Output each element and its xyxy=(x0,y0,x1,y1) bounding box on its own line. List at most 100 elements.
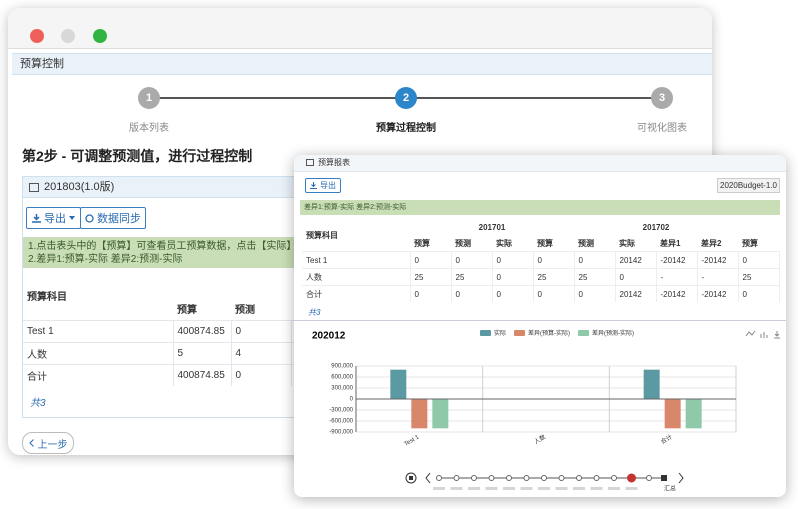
column-header: 预测 xyxy=(455,238,471,248)
blurred-label xyxy=(468,487,480,490)
timeline-label: 汇总 xyxy=(664,485,676,493)
table-cell: 20142 xyxy=(615,251,657,269)
table-cell: 0 xyxy=(533,251,575,269)
next-arrow[interactable] xyxy=(678,472,684,484)
step-label: 版本列表 xyxy=(129,123,169,134)
bar xyxy=(664,399,681,429)
timeline-end xyxy=(661,475,667,481)
timeline-dot[interactable] xyxy=(506,475,512,481)
download-icon xyxy=(310,182,317,189)
export-button[interactable]: 导出 xyxy=(305,178,341,193)
table-cell: 0 xyxy=(574,285,616,302)
table-cell: 0 xyxy=(451,285,493,302)
subject-header: 预算科目 xyxy=(306,230,338,240)
play-button[interactable] xyxy=(405,472,417,484)
legend-swatch xyxy=(578,330,590,336)
section-header: 预算控制 xyxy=(12,53,712,75)
table-cell: 0 xyxy=(738,285,780,302)
title-bar xyxy=(8,8,712,49)
timeline-dot[interactable] xyxy=(593,475,600,481)
chart-toolbar[interactable] xyxy=(745,330,780,339)
bar xyxy=(643,369,660,399)
blurred-label xyxy=(555,487,568,490)
panel-title: 201803(1.0版) xyxy=(44,181,115,193)
table-cell: 0 xyxy=(492,285,534,302)
bar xyxy=(432,399,449,429)
table-cell: -20142 xyxy=(697,285,739,302)
table-cell: 25 xyxy=(451,268,493,286)
download-icon xyxy=(32,213,41,223)
chart: 202012 -900,000 -600,000 -300,000 0 300,000 6… xyxy=(312,329,780,493)
table-cell: 0 xyxy=(738,251,780,269)
timeline-dot[interactable] xyxy=(576,475,582,481)
minimize-button[interactable] xyxy=(61,29,75,43)
version-select[interactable]: 2020Budget-1.0 xyxy=(717,178,780,193)
table-cell: 25 xyxy=(533,268,575,286)
export-dropdown[interactable]: 导出 xyxy=(26,207,81,229)
step-number[interactable]: 2 xyxy=(395,87,417,109)
row-name: 合计 xyxy=(302,285,411,302)
table-cell: -20142 xyxy=(697,251,739,269)
table-cell: 25 xyxy=(410,268,452,286)
table-cell: Test 1 xyxy=(23,319,174,342)
table-cell: 5 xyxy=(173,341,232,364)
prev-arrow[interactable] xyxy=(425,472,431,484)
toolbar-icon[interactable] xyxy=(774,331,780,339)
y-tick-label: 300,000 xyxy=(331,386,353,392)
row-count: 共3 xyxy=(308,308,321,317)
step-number[interactable]: 1 xyxy=(138,87,160,109)
notice-line: 1.点击表头中的【预算】可查看员工预算数据，点击【实际】可查看员工实际 xyxy=(28,241,367,252)
y-tick-label: -600,000 xyxy=(329,419,353,425)
y-tick-label: 0 xyxy=(350,397,354,403)
timeline-dot[interactable] xyxy=(558,475,565,481)
blurred-label xyxy=(590,487,603,490)
toolbar-icon[interactable] xyxy=(745,330,756,337)
blurred-label xyxy=(450,487,463,490)
period-header: 201702 xyxy=(642,222,670,232)
button-label: 导出 xyxy=(320,181,336,190)
sync-button[interactable]: 数据同步 xyxy=(80,207,146,229)
column-header: 预算 xyxy=(742,238,759,248)
back-button[interactable]: 上一步 xyxy=(22,432,74,454)
x-tick-label: 合计 xyxy=(659,433,673,446)
timeline-dot[interactable] xyxy=(611,475,617,481)
blurred-label xyxy=(608,487,620,490)
timeline-dot[interactable] xyxy=(436,475,442,481)
y-tick-label: 900,000 xyxy=(331,364,353,370)
bar xyxy=(685,399,702,429)
notice: 差异1:预算-实际 差异2:预测-实际 xyxy=(300,200,780,215)
step-number[interactable]: 3 xyxy=(651,87,673,109)
timeline-dot[interactable] xyxy=(627,473,636,483)
legend-swatch xyxy=(480,330,491,336)
table-cell: 400874.85 xyxy=(173,319,232,342)
toolbar-icon[interactable] xyxy=(760,332,768,338)
front-window: 预算报表 导出 2020Budget-1.0 差异1:预算-实际 差异2:预测-… xyxy=(294,155,786,497)
table-cell: 0 xyxy=(492,268,534,286)
maximize-button[interactable] xyxy=(93,29,107,43)
timeline-dot[interactable] xyxy=(471,475,477,481)
timeline-dot[interactable] xyxy=(488,475,495,481)
report-icon xyxy=(306,159,314,166)
button-label: 数据同步 xyxy=(97,213,141,225)
table-cell: 0 xyxy=(231,363,292,386)
y-tick-label: -300,000 xyxy=(329,408,353,414)
table-row: 合计 0 0 0 0 0 20142 -20142 -20142 0 xyxy=(302,285,780,302)
timeline-dot[interactable] xyxy=(453,475,460,481)
table-body: 预算科目 预算 预测 Test 1 400874.85 0 人数 5 4 合计 400874.85 0 xyxy=(23,280,324,386)
column-header: 实际 xyxy=(496,238,512,248)
column-header: 实际 xyxy=(619,238,636,248)
table-row: Test 1 400874.85 0 xyxy=(23,319,324,342)
timeline-dot[interactable] xyxy=(646,475,652,481)
table-cell: 0 xyxy=(492,251,534,269)
timeline-dot[interactable] xyxy=(541,475,547,481)
table-cell: 0 xyxy=(615,268,657,286)
chart-title: 202012 xyxy=(312,331,346,342)
close-button[interactable] xyxy=(30,29,44,43)
table-cell: 0 xyxy=(533,285,575,302)
legend-label: 实际 xyxy=(494,329,506,337)
bar xyxy=(390,369,407,399)
bar xyxy=(411,399,428,429)
timeline-dot[interactable] xyxy=(523,475,530,481)
step-title: 第2步 - 可调整预测值，进行过程控制 xyxy=(22,148,253,164)
notice-line: 2.差异1:预算-实际 差异2:预测-实际 xyxy=(28,254,183,265)
